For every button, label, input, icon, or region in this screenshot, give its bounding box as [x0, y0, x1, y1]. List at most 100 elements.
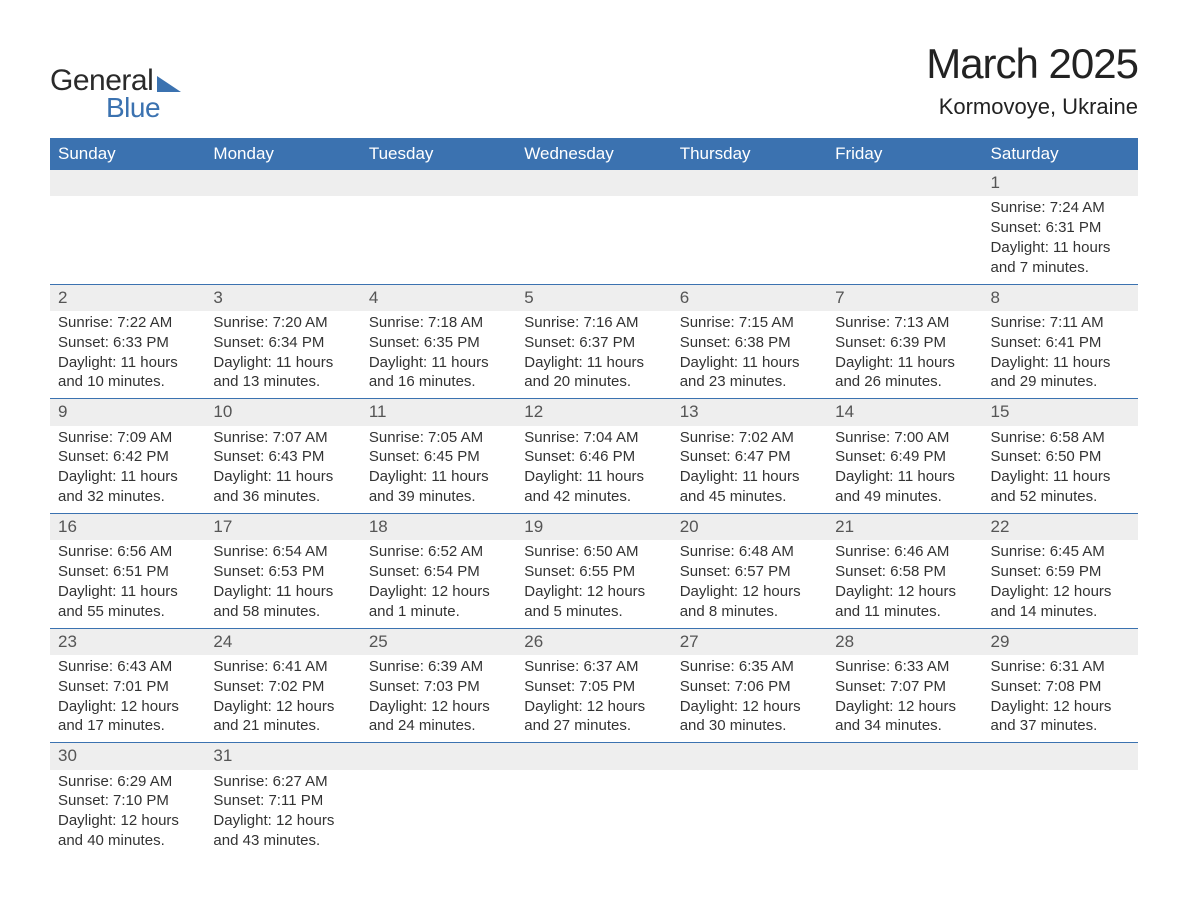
- calendar-day-cell: 11Sunrise: 7:05 AMSunset: 6:45 PMDayligh…: [361, 399, 516, 514]
- day-day2: and 21 minutes.: [213, 716, 352, 736]
- day-sunrise: Sunrise: 6:43 AM: [58, 657, 197, 677]
- day-sunset: Sunset: 6:41 PM: [991, 333, 1130, 353]
- calendar-day-cell: [50, 170, 205, 284]
- day-body: Sunrise: 6:33 AMSunset: 7:07 PMDaylight:…: [827, 655, 982, 742]
- day-body: Sunrise: 7:05 AMSunset: 6:45 PMDaylight:…: [361, 426, 516, 513]
- day-body: [672, 196, 827, 204]
- day-number: [205, 170, 360, 196]
- day-number: 10: [205, 399, 360, 425]
- day-sunrise: Sunrise: 7:13 AM: [835, 313, 974, 333]
- day-sunset: Sunset: 6:54 PM: [369, 562, 508, 582]
- day-day2: and 52 minutes.: [991, 487, 1130, 507]
- day-number: [827, 743, 982, 769]
- day-body: Sunrise: 6:54 AMSunset: 6:53 PMDaylight:…: [205, 540, 360, 627]
- day-sunset: Sunset: 6:49 PM: [835, 447, 974, 467]
- day-sunset: Sunset: 6:45 PM: [369, 447, 508, 467]
- calendar-day-cell: 28Sunrise: 6:33 AMSunset: 7:07 PMDayligh…: [827, 628, 982, 743]
- day-number: 8: [983, 285, 1138, 311]
- day-body: Sunrise: 6:56 AMSunset: 6:51 PMDaylight:…: [50, 540, 205, 627]
- day-day2: and 5 minutes.: [524, 602, 663, 622]
- day-day1: Daylight: 12 hours: [680, 582, 819, 602]
- day-sunset: Sunset: 7:10 PM: [58, 791, 197, 811]
- calendar-day-cell: 10Sunrise: 7:07 AMSunset: 6:43 PMDayligh…: [205, 399, 360, 514]
- day-day2: and 11 minutes.: [835, 602, 974, 622]
- day-number: 11: [361, 399, 516, 425]
- calendar-day-cell: 30Sunrise: 6:29 AMSunset: 7:10 PMDayligh…: [50, 743, 205, 857]
- day-number: 28: [827, 629, 982, 655]
- calendar-week-row: 9Sunrise: 7:09 AMSunset: 6:42 PMDaylight…: [50, 399, 1138, 514]
- calendar-day-cell: [361, 743, 516, 857]
- day-day2: and 34 minutes.: [835, 716, 974, 736]
- calendar-day-cell: 5Sunrise: 7:16 AMSunset: 6:37 PMDaylight…: [516, 284, 671, 399]
- day-number: 31: [205, 743, 360, 769]
- calendar-day-cell: 31Sunrise: 6:27 AMSunset: 7:11 PMDayligh…: [205, 743, 360, 857]
- day-day2: and 45 minutes.: [680, 487, 819, 507]
- calendar-day-cell: 25Sunrise: 6:39 AMSunset: 7:03 PMDayligh…: [361, 628, 516, 743]
- day-day2: and 17 minutes.: [58, 716, 197, 736]
- day-number: 6: [672, 285, 827, 311]
- location: Kormovoye, Ukraine: [926, 94, 1138, 120]
- calendar-day-cell: 13Sunrise: 7:02 AMSunset: 6:47 PMDayligh…: [672, 399, 827, 514]
- calendar-day-cell: [361, 170, 516, 284]
- day-day2: and 16 minutes.: [369, 372, 508, 392]
- day-day2: and 10 minutes.: [58, 372, 197, 392]
- day-number: 5: [516, 285, 671, 311]
- day-sunset: Sunset: 7:07 PM: [835, 677, 974, 697]
- day-sunrise: Sunrise: 7:24 AM: [991, 198, 1130, 218]
- calendar-day-cell: 9Sunrise: 7:09 AMSunset: 6:42 PMDaylight…: [50, 399, 205, 514]
- day-sunrise: Sunrise: 6:50 AM: [524, 542, 663, 562]
- day-day1: Daylight: 12 hours: [58, 697, 197, 717]
- logo-arrow-icon: [157, 76, 181, 92]
- day-body: Sunrise: 7:09 AMSunset: 6:42 PMDaylight:…: [50, 426, 205, 513]
- day-number: [672, 170, 827, 196]
- day-number: 15: [983, 399, 1138, 425]
- day-number: 19: [516, 514, 671, 540]
- day-body: [361, 196, 516, 204]
- day-day2: and 20 minutes.: [524, 372, 663, 392]
- day-sunrise: Sunrise: 6:46 AM: [835, 542, 974, 562]
- day-body: Sunrise: 7:02 AMSunset: 6:47 PMDaylight:…: [672, 426, 827, 513]
- day-day1: Daylight: 12 hours: [991, 697, 1130, 717]
- day-body: [827, 770, 982, 778]
- day-day2: and 8 minutes.: [680, 602, 819, 622]
- day-sunset: Sunset: 7:05 PM: [524, 677, 663, 697]
- calendar-day-cell: 23Sunrise: 6:43 AMSunset: 7:01 PMDayligh…: [50, 628, 205, 743]
- day-number: 4: [361, 285, 516, 311]
- calendar-day-cell: [205, 170, 360, 284]
- day-body: [361, 770, 516, 778]
- day-body: Sunrise: 6:48 AMSunset: 6:57 PMDaylight:…: [672, 540, 827, 627]
- day-body: Sunrise: 6:58 AMSunset: 6:50 PMDaylight:…: [983, 426, 1138, 513]
- day-sunrise: Sunrise: 6:41 AM: [213, 657, 352, 677]
- day-number: 7: [827, 285, 982, 311]
- day-day1: Daylight: 11 hours: [991, 467, 1130, 487]
- day-sunrise: Sunrise: 7:02 AM: [680, 428, 819, 448]
- day-number: 16: [50, 514, 205, 540]
- day-day1: Daylight: 11 hours: [680, 467, 819, 487]
- day-sunset: Sunset: 6:39 PM: [835, 333, 974, 353]
- day-day1: Daylight: 11 hours: [835, 467, 974, 487]
- day-day2: and 27 minutes.: [524, 716, 663, 736]
- logo-text-blue: Blue: [106, 92, 160, 124]
- day-number: 26: [516, 629, 671, 655]
- day-sunrise: Sunrise: 7:05 AM: [369, 428, 508, 448]
- day-body: [205, 196, 360, 204]
- day-body: [672, 770, 827, 778]
- title-block: March 2025 Kormovoye, Ukraine: [926, 40, 1138, 120]
- day-day1: Daylight: 11 hours: [991, 238, 1130, 258]
- calendar-day-cell: 8Sunrise: 7:11 AMSunset: 6:41 PMDaylight…: [983, 284, 1138, 399]
- day-number: 29: [983, 629, 1138, 655]
- day-sunset: Sunset: 6:51 PM: [58, 562, 197, 582]
- day-day2: and 30 minutes.: [680, 716, 819, 736]
- day-sunset: Sunset: 6:37 PM: [524, 333, 663, 353]
- day-number: [361, 170, 516, 196]
- day-body: [50, 196, 205, 204]
- calendar-day-cell: 3Sunrise: 7:20 AMSunset: 6:34 PMDaylight…: [205, 284, 360, 399]
- day-number: [983, 743, 1138, 769]
- day-day1: Daylight: 11 hours: [369, 467, 508, 487]
- calendar-day-cell: [516, 743, 671, 857]
- day-day1: Daylight: 11 hours: [991, 353, 1130, 373]
- calendar-day-cell: [827, 170, 982, 284]
- day-body: Sunrise: 7:00 AMSunset: 6:49 PMDaylight:…: [827, 426, 982, 513]
- day-day1: Daylight: 12 hours: [213, 811, 352, 831]
- day-day2: and 13 minutes.: [213, 372, 352, 392]
